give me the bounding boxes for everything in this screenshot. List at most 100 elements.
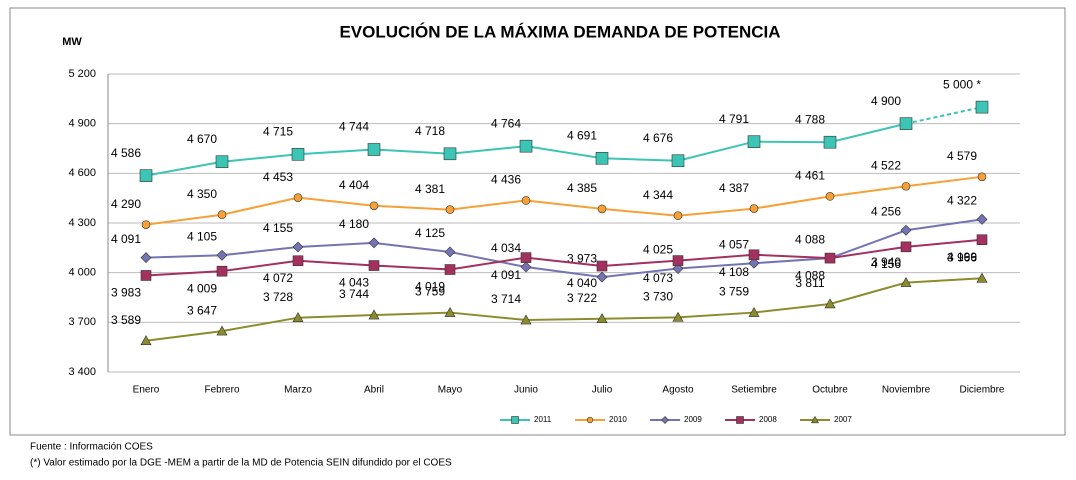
data-label: 4 691	[567, 128, 597, 142]
data-label: 4 156	[871, 257, 901, 271]
data-label: 4 385	[567, 181, 597, 195]
data-label: 3 722	[567, 291, 597, 305]
marker	[901, 181, 911, 191]
data-label: 3 811	[795, 276, 824, 290]
data-label: 4 718	[415, 124, 445, 138]
marker	[661, 416, 669, 424]
note: Fuente : Información COES	[30, 442, 153, 453]
marker	[521, 196, 531, 205]
marker	[444, 264, 456, 275]
data-label: 3 759	[415, 285, 445, 299]
marker	[368, 237, 380, 249]
y-tick-label: 4 900	[68, 118, 96, 130]
marker	[216, 325, 228, 336]
data-label: 3 647	[187, 303, 217, 317]
x-tick-label: Marzo	[284, 385, 312, 396]
marker	[443, 147, 457, 161]
marker	[749, 204, 759, 213]
x-tick-label: Mayo	[438, 385, 463, 396]
marker	[141, 220, 151, 229]
y-axis-label: MW	[62, 36, 82, 48]
marker	[977, 172, 987, 182]
marker	[445, 205, 455, 214]
marker	[747, 135, 761, 149]
legend-label: 2009	[684, 415, 702, 424]
data-label: 4 715	[263, 124, 293, 138]
x-tick-label: Junio	[514, 385, 538, 396]
marker	[520, 314, 532, 325]
data-label: 3 966	[947, 250, 977, 264]
y-tick-label: 3 400	[68, 366, 96, 378]
data-label: 4 791	[719, 112, 749, 126]
series-line	[145, 218, 983, 279]
marker	[139, 169, 153, 182]
marker	[900, 241, 912, 253]
marker	[596, 313, 608, 323]
marker	[596, 260, 608, 272]
data-label: 3 983	[111, 286, 141, 300]
legend-label: 2007	[834, 415, 852, 424]
data-label: 4 788	[795, 112, 825, 126]
marker	[140, 335, 152, 346]
marker	[824, 252, 836, 264]
data-label: 4 019	[415, 280, 445, 294]
marker	[444, 306, 456, 317]
marker	[672, 311, 684, 322]
marker	[825, 192, 835, 201]
marker	[597, 204, 607, 214]
data-label: 4 404	[339, 178, 369, 192]
marker	[596, 271, 608, 283]
data-label: 4 009	[187, 281, 217, 295]
marker	[976, 234, 988, 246]
marker	[748, 257, 760, 269]
data-label: 4 522	[871, 158, 901, 172]
marker	[367, 143, 381, 156]
marker	[595, 151, 609, 165]
marker	[976, 272, 988, 283]
data-label: 4 043	[339, 276, 369, 290]
legend-label: 2010	[609, 415, 627, 424]
marker	[216, 249, 228, 261]
data-label: 4 091	[111, 232, 141, 246]
data-label: 5 000 *	[943, 77, 981, 91]
data-label: 4 025	[643, 243, 673, 257]
x-tick-label: Diciembre	[959, 385, 1004, 396]
marker	[672, 255, 684, 266]
data-label: 4 436	[491, 173, 521, 187]
marker	[673, 211, 683, 221]
y-tick-label: 4 600	[68, 167, 96, 179]
series-line	[145, 277, 983, 342]
marker	[368, 309, 380, 320]
marker	[823, 135, 837, 149]
data-label: 4 900	[871, 94, 901, 108]
data-label: 4 072	[263, 271, 293, 285]
legend-label: 2011	[534, 415, 552, 424]
x-tick-label: Octubre	[812, 385, 848, 396]
data-label: 4 387	[719, 181, 749, 195]
marker	[975, 100, 989, 114]
data-label: 4 764	[491, 116, 521, 130]
chart-frame	[9, 7, 1066, 436]
marker	[293, 193, 303, 202]
x-tick-label: Enero	[133, 385, 160, 396]
series-line	[145, 238, 983, 277]
series-line	[145, 175, 983, 226]
marker	[899, 117, 913, 130]
data-label: 4 256	[871, 204, 901, 218]
marker	[671, 154, 685, 168]
data-label: 4 350	[187, 187, 217, 201]
marker	[900, 276, 912, 287]
data-label: 4 586	[111, 146, 141, 160]
data-label: 4 088	[795, 268, 825, 282]
data-label: 4 108	[719, 265, 749, 279]
marker	[586, 416, 594, 424]
marker	[520, 252, 532, 263]
marker	[217, 210, 227, 220]
marker	[900, 224, 912, 236]
marker	[292, 312, 304, 322]
y-tick-label: 5 200	[68, 68, 96, 80]
data-label: 4 073	[643, 271, 673, 285]
data-label: 4 088	[795, 232, 825, 246]
data-label: 4 461	[795, 169, 825, 183]
data-label: 4 744	[339, 120, 369, 134]
